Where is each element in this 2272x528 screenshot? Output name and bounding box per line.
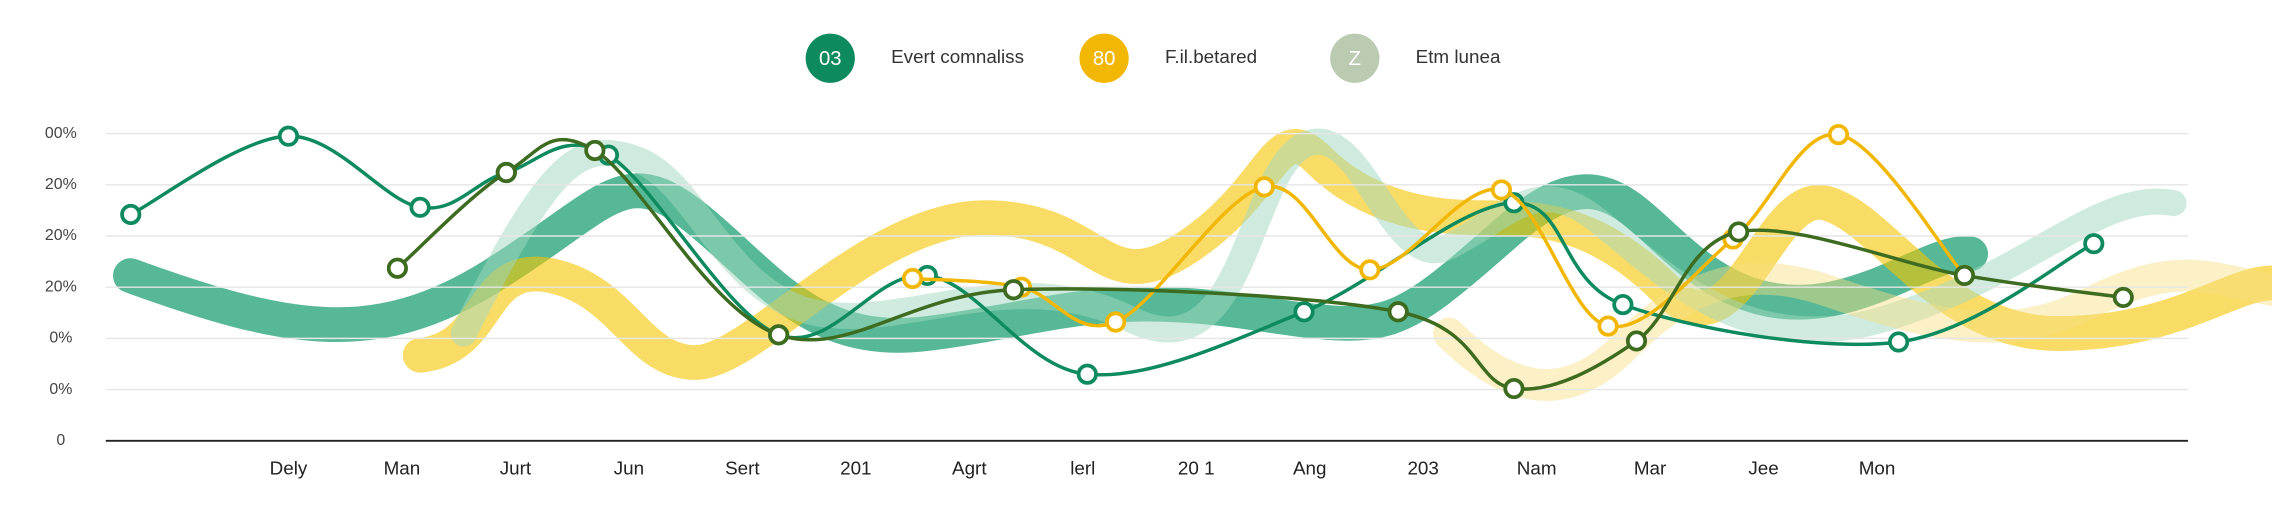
point-marker (120, 203, 142, 226)
x-tick-label: Mar (1634, 458, 1666, 479)
point-marker (1253, 176, 1275, 198)
point-marker (1953, 264, 1975, 286)
series-line (912, 132, 1966, 329)
x-tick-label: 20 1 (1178, 458, 1215, 479)
ribbons (113, 128, 2272, 401)
point-marker (1002, 279, 1025, 301)
x-tick-label: Agrt (952, 458, 987, 479)
point-marker (1293, 301, 1315, 323)
x-tick-label: Jee (1748, 458, 1778, 479)
point-marker (1105, 311, 1127, 333)
point-marker (1888, 331, 1910, 353)
y-tick-label: 0% (49, 381, 72, 398)
point-marker (495, 161, 517, 184)
point-marker (1827, 124, 1850, 146)
legend: 03 Evert comnaliss 80 F.il.betared Z Etm lune… (805, 33, 1501, 83)
y-tick-label: 0% (49, 330, 72, 347)
point-marker (386, 257, 408, 279)
x-tick-label: Jurt (500, 458, 532, 479)
legend-badge-text: 80 (1093, 48, 1116, 70)
x-tick-label: lerl (1070, 458, 1095, 479)
y-tick-label: 20% (45, 176, 77, 193)
point-marker (1728, 221, 1750, 243)
point-marker (409, 196, 431, 218)
point-marker (1597, 315, 1619, 337)
y-tick-label: 00% (45, 125, 77, 142)
point-marker (1076, 363, 1098, 385)
point-marker (1490, 179, 1513, 201)
x-tick-label: Dely (270, 458, 308, 479)
y-tick-label: 0 (56, 432, 65, 449)
x-tick-label: 201 (840, 458, 871, 479)
legend-badge (1330, 33, 1380, 83)
point-marker (2083, 233, 2105, 255)
point-marker (1503, 377, 1525, 400)
marks (120, 124, 2134, 400)
legend-label: Evert comnaliss (891, 46, 1024, 67)
y-tick-label: 20% (45, 227, 77, 244)
point-marker (1359, 259, 1381, 281)
y-tick-label: 20% (45, 278, 77, 295)
point-marker (277, 125, 300, 147)
legend-badge-text: Z (1349, 48, 1361, 70)
x-tick-label: Ang (1293, 458, 1327, 479)
point-marker (1387, 301, 1409, 323)
x-tick-label: Sert (725, 458, 760, 479)
point-marker (1625, 330, 1648, 352)
ribbon (450, 128, 2187, 347)
legend-badge-text: 03 (819, 48, 842, 70)
legend-badge (1079, 33, 1129, 83)
point-marker (768, 324, 790, 346)
x-tick-label: Nam (1517, 458, 1557, 479)
axes: 00%0%20%20%20%00%Dely Man Jurt Jun Sert 201 Ag… (45, 125, 2188, 479)
point-marker (901, 267, 924, 290)
point-marker (2112, 286, 2134, 309)
ribbon (1433, 259, 2272, 401)
x-tick-label: Mon (1859, 458, 1896, 479)
x-tick-label: Man (384, 458, 421, 479)
legend-label: Etm lunea (1416, 46, 1501, 67)
legend-label: F.il.betared (1165, 46, 1257, 67)
point-marker (1612, 294, 1634, 316)
ribbon (402, 129, 2272, 380)
point-marker (584, 139, 606, 162)
legend-badge (805, 33, 855, 83)
series-line (129, 134, 2095, 377)
x-tick-label: 203 (1407, 458, 1438, 479)
x-tick-label: Jun (614, 458, 644, 479)
